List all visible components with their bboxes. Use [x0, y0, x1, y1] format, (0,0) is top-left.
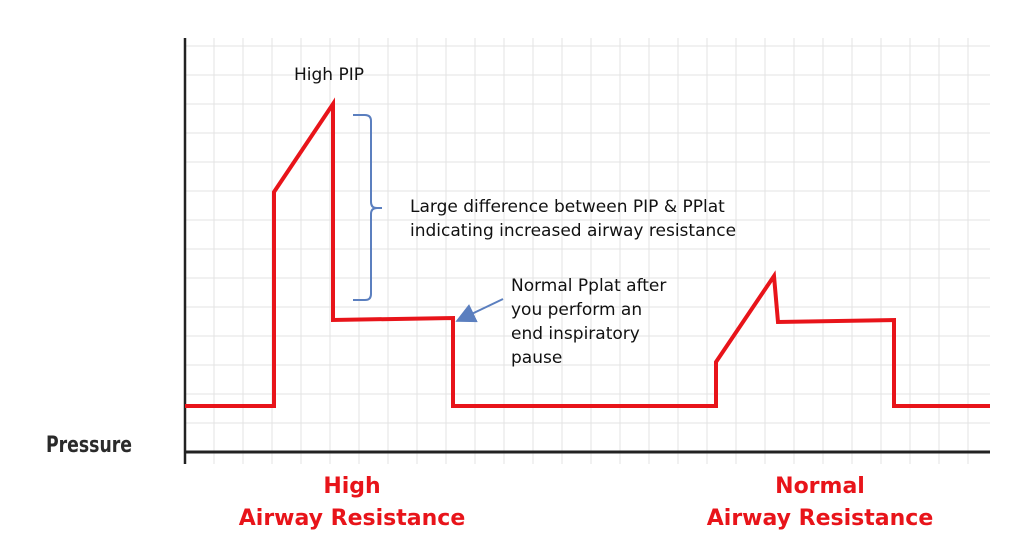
- difference-annotation-line1: Large difference between PIP & PPlat: [410, 197, 725, 217]
- difference-annotation-line2: indicating increased airway resistance: [410, 221, 736, 241]
- normal-resistance-label-line2: Airway Resistance: [707, 506, 934, 531]
- pplat-annotation-line3: end inspiratory: [511, 324, 640, 344]
- high-pip-label: High PIP: [294, 65, 364, 85]
- pip-pplat-bracket: [353, 114, 382, 301]
- background-grid: [185, 38, 990, 464]
- normal-resistance-label-line1: Normal: [775, 474, 865, 499]
- pressure-axis-label: Pressure: [46, 433, 132, 458]
- pressure-waveform: [185, 97, 990, 408]
- pplat-annotation-line1: Normal Pplat after: [511, 276, 666, 296]
- high-resistance-label-line1: High: [323, 474, 380, 499]
- pplat-arrow: [455, 298, 504, 323]
- pplat-annotation-line4: pause: [511, 348, 562, 368]
- pplat-annotation-line2: you perform an: [511, 300, 642, 320]
- high-resistance-label-line2: Airway Resistance: [239, 506, 466, 531]
